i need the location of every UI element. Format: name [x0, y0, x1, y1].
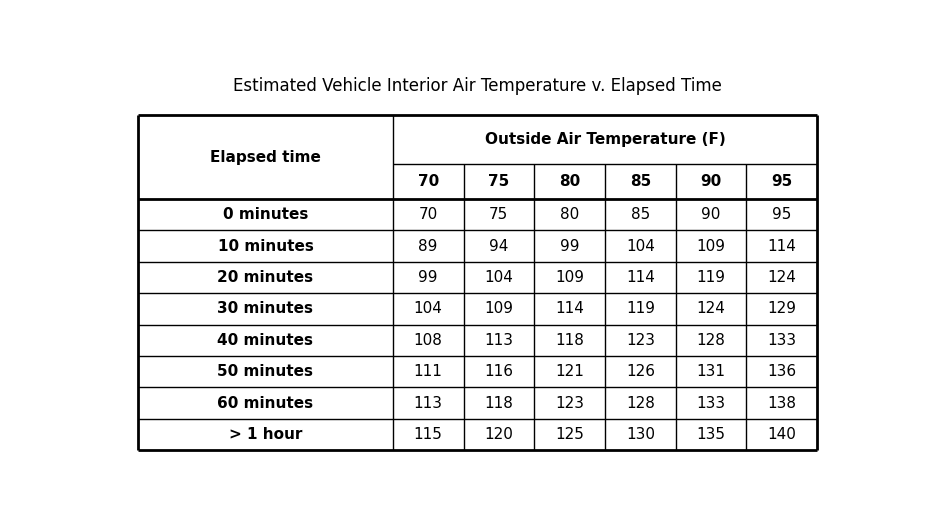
Text: 140: 140 — [767, 427, 796, 442]
Text: 114: 114 — [767, 238, 796, 254]
Text: 123: 123 — [625, 333, 655, 348]
Text: 85: 85 — [631, 208, 650, 222]
Text: 131: 131 — [696, 364, 725, 379]
Text: 95: 95 — [771, 174, 792, 189]
Text: 115: 115 — [414, 427, 443, 442]
Text: > 1 hour: > 1 hour — [228, 427, 302, 442]
Text: 113: 113 — [485, 333, 514, 348]
Text: 133: 133 — [696, 396, 726, 411]
Text: 10 minutes: 10 minutes — [217, 238, 313, 254]
Text: 109: 109 — [555, 270, 584, 285]
Text: 30 minutes: 30 minutes — [217, 301, 313, 316]
Text: 129: 129 — [767, 301, 796, 316]
Text: 75: 75 — [489, 208, 509, 222]
Text: 95: 95 — [772, 208, 791, 222]
Text: 70: 70 — [418, 174, 439, 189]
Text: 90: 90 — [702, 208, 720, 222]
Text: 104: 104 — [414, 301, 443, 316]
Text: 135: 135 — [696, 427, 725, 442]
Bar — [138, 115, 817, 450]
Text: 124: 124 — [696, 301, 725, 316]
Text: 109: 109 — [485, 301, 514, 316]
Text: 114: 114 — [626, 270, 655, 285]
Text: 85: 85 — [630, 174, 651, 189]
Text: 128: 128 — [696, 333, 725, 348]
Text: 108: 108 — [414, 333, 443, 348]
Text: 119: 119 — [625, 301, 655, 316]
Text: 118: 118 — [555, 333, 584, 348]
Text: 99: 99 — [560, 238, 580, 254]
Text: 126: 126 — [625, 364, 655, 379]
Text: 118: 118 — [485, 396, 514, 411]
Text: 109: 109 — [696, 238, 725, 254]
Text: 70: 70 — [418, 208, 438, 222]
Text: 113: 113 — [414, 396, 443, 411]
Text: 128: 128 — [626, 396, 655, 411]
Text: 114: 114 — [555, 301, 584, 316]
Text: 50 minutes: 50 minutes — [217, 364, 313, 379]
Text: 133: 133 — [767, 333, 796, 348]
Text: 94: 94 — [489, 238, 509, 254]
Text: Estimated Vehicle Interior Air Temperature v. Elapsed Time: Estimated Vehicle Interior Air Temperatu… — [233, 78, 722, 95]
Text: 120: 120 — [485, 427, 514, 442]
Text: 136: 136 — [767, 364, 796, 379]
Text: Elapsed time: Elapsed time — [210, 150, 321, 165]
Text: 123: 123 — [555, 396, 584, 411]
Text: 90: 90 — [701, 174, 721, 189]
Text: Outside Air Temperature (F): Outside Air Temperature (F) — [485, 132, 725, 147]
Text: 130: 130 — [625, 427, 655, 442]
Text: 124: 124 — [767, 270, 796, 285]
Text: 60 minutes: 60 minutes — [217, 396, 313, 411]
Text: 20 minutes: 20 minutes — [217, 270, 313, 285]
Text: 111: 111 — [414, 364, 443, 379]
Text: 104: 104 — [485, 270, 514, 285]
Text: 80: 80 — [560, 208, 579, 222]
Text: 75: 75 — [488, 174, 510, 189]
Text: 40 minutes: 40 minutes — [217, 333, 313, 348]
Text: 125: 125 — [555, 427, 584, 442]
Text: 99: 99 — [418, 270, 438, 285]
Text: 89: 89 — [418, 238, 438, 254]
Text: 104: 104 — [626, 238, 655, 254]
Text: 0 minutes: 0 minutes — [223, 208, 308, 222]
Text: 138: 138 — [767, 396, 796, 411]
Text: 121: 121 — [555, 364, 584, 379]
Text: 80: 80 — [559, 174, 581, 189]
Text: 119: 119 — [696, 270, 725, 285]
Text: 116: 116 — [485, 364, 514, 379]
